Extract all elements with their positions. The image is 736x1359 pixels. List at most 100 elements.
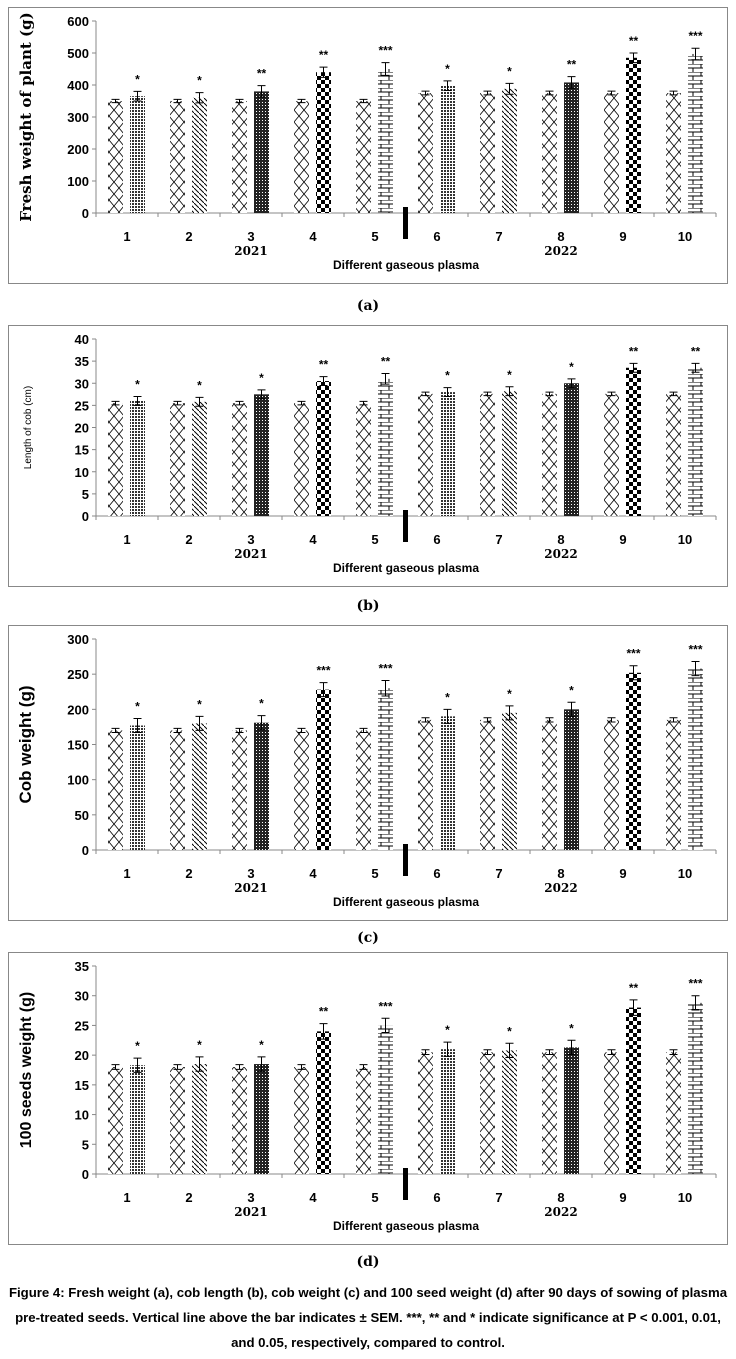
x-axis-label: Different gaseous plasma: [333, 895, 479, 909]
error-bar: [567, 76, 576, 89]
y-tick-label: 300: [67, 110, 89, 125]
significance-label: *: [259, 697, 264, 711]
bar-treated: [130, 400, 145, 516]
bar-treated: [254, 394, 269, 516]
error-bar: [133, 717, 142, 734]
y-tick-label: 600: [67, 14, 89, 29]
significance-label: **: [691, 344, 701, 358]
bar-control: [232, 1067, 247, 1174]
error-bar: [319, 376, 328, 386]
bar-treated: [440, 1049, 455, 1174]
x-tick-label: 6: [433, 1190, 440, 1205]
x-tick-label: 10: [678, 229, 692, 244]
x-tick-label: 3: [247, 866, 254, 881]
year-label: 2021: [234, 1205, 267, 1219]
bar-control: [666, 1052, 681, 1174]
error-bar: [195, 396, 204, 407]
error-bar: [319, 1023, 328, 1040]
y-tick-label: 35: [75, 959, 89, 974]
bar-treated: [440, 392, 455, 516]
x-tick-label: 6: [433, 229, 440, 244]
significance-label: *: [569, 1021, 574, 1035]
y-tick-label: 200: [67, 702, 89, 717]
error-bar: [443, 1041, 452, 1057]
error-bar: [483, 717, 492, 723]
bar-control: [418, 393, 433, 516]
error-bar: [669, 1049, 678, 1056]
error-bar: [691, 661, 700, 677]
bar-control: [108, 730, 123, 850]
bar-control: [108, 101, 123, 213]
x-tick-label: 3: [247, 229, 254, 244]
chart-panel-d: 0 5 10 15 20 25 30 35 100 seeds weight (g) * 1 * 2 * 3…: [8, 952, 728, 1245]
error-bar: [359, 400, 368, 406]
year-label: 2021: [234, 881, 267, 895]
bar-control: [666, 393, 681, 516]
bar-control: [356, 403, 371, 516]
x-tick-label: 9: [619, 229, 626, 244]
bar-control: [170, 403, 185, 516]
x-tick-label: 10: [678, 866, 692, 881]
bar-control: [294, 101, 309, 213]
significance-label: *: [569, 683, 574, 697]
bar-treated: [192, 401, 207, 516]
bar-control: [418, 1052, 433, 1174]
year-divider: [403, 844, 408, 876]
y-tick-label: 150: [67, 738, 89, 753]
bar-treated: [440, 85, 455, 213]
bar-control: [232, 101, 247, 213]
significance-label: *: [445, 62, 450, 76]
bar-treated: [626, 1007, 641, 1174]
error-bar: [173, 1064, 182, 1070]
year-label: 2022: [544, 547, 577, 561]
bar-control: [604, 719, 619, 850]
x-tick-label: 9: [619, 866, 626, 881]
bar-treated: [688, 1002, 703, 1174]
bar-treated: [564, 82, 579, 213]
bar-control: [666, 719, 681, 850]
bar-treated: [130, 725, 145, 850]
error-bar: [629, 362, 638, 373]
error-bar: [297, 1064, 306, 1070]
y-tick-label: 35: [75, 354, 89, 369]
y-tick-label: 15: [75, 443, 89, 458]
error-bar: [297, 98, 306, 104]
bar-control: [108, 1067, 123, 1174]
error-bar: [133, 1057, 142, 1073]
y-tick-label: 25: [75, 1018, 89, 1033]
bar-treated: [688, 668, 703, 850]
error-bar: [607, 391, 616, 397]
error-bar: [111, 400, 120, 406]
x-tick-label: 3: [247, 532, 254, 547]
y-tick-label: 250: [67, 667, 89, 682]
significance-label: *: [445, 690, 450, 704]
error-bar: [359, 727, 368, 734]
error-bar: [195, 1056, 204, 1072]
x-tick-label: 2: [185, 1190, 192, 1205]
x-axis-label: Different gaseous plasma: [333, 561, 479, 575]
y-axis-label: 100 seeds weight (g): [18, 992, 35, 1149]
bar-control: [232, 403, 247, 516]
x-tick-label: 5: [371, 1190, 378, 1205]
x-tick-label: 4: [309, 229, 317, 244]
bar-treated: [502, 391, 517, 516]
bar-control: [356, 1067, 371, 1174]
error-bar: [607, 1049, 616, 1056]
significance-label: *: [197, 1038, 202, 1052]
significance-label: *: [259, 1038, 264, 1052]
y-tick-label: 10: [75, 1108, 89, 1123]
x-tick-label: 8: [557, 866, 564, 881]
bar-treated: [502, 88, 517, 213]
error-bar: [691, 362, 700, 373]
error-bar: [133, 396, 142, 406]
y-tick-label: 15: [75, 1078, 89, 1093]
error-bar: [359, 1064, 368, 1070]
error-bar: [505, 705, 514, 721]
error-bar: [257, 1056, 266, 1072]
bar-treated: [130, 1065, 145, 1174]
x-tick-label: 8: [557, 229, 564, 244]
significance-label: ***: [626, 647, 640, 661]
bar-treated: [316, 381, 331, 516]
x-tick-label: 6: [433, 866, 440, 881]
